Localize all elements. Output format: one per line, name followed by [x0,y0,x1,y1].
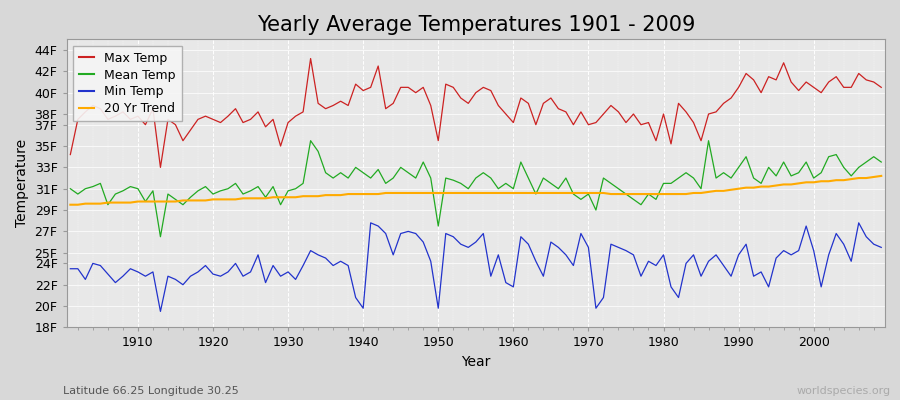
Legend: Max Temp, Mean Temp, Min Temp, 20 Yr Trend: Max Temp, Mean Temp, Min Temp, 20 Yr Tre… [73,46,182,121]
Text: worldspecies.org: worldspecies.org [796,386,891,396]
Text: Latitude 66.25 Longitude 30.25: Latitude 66.25 Longitude 30.25 [63,386,238,396]
X-axis label: Year: Year [461,355,491,369]
Title: Yearly Average Temperatures 1901 - 2009: Yearly Average Temperatures 1901 - 2009 [256,15,695,35]
Y-axis label: Temperature: Temperature [15,139,29,228]
